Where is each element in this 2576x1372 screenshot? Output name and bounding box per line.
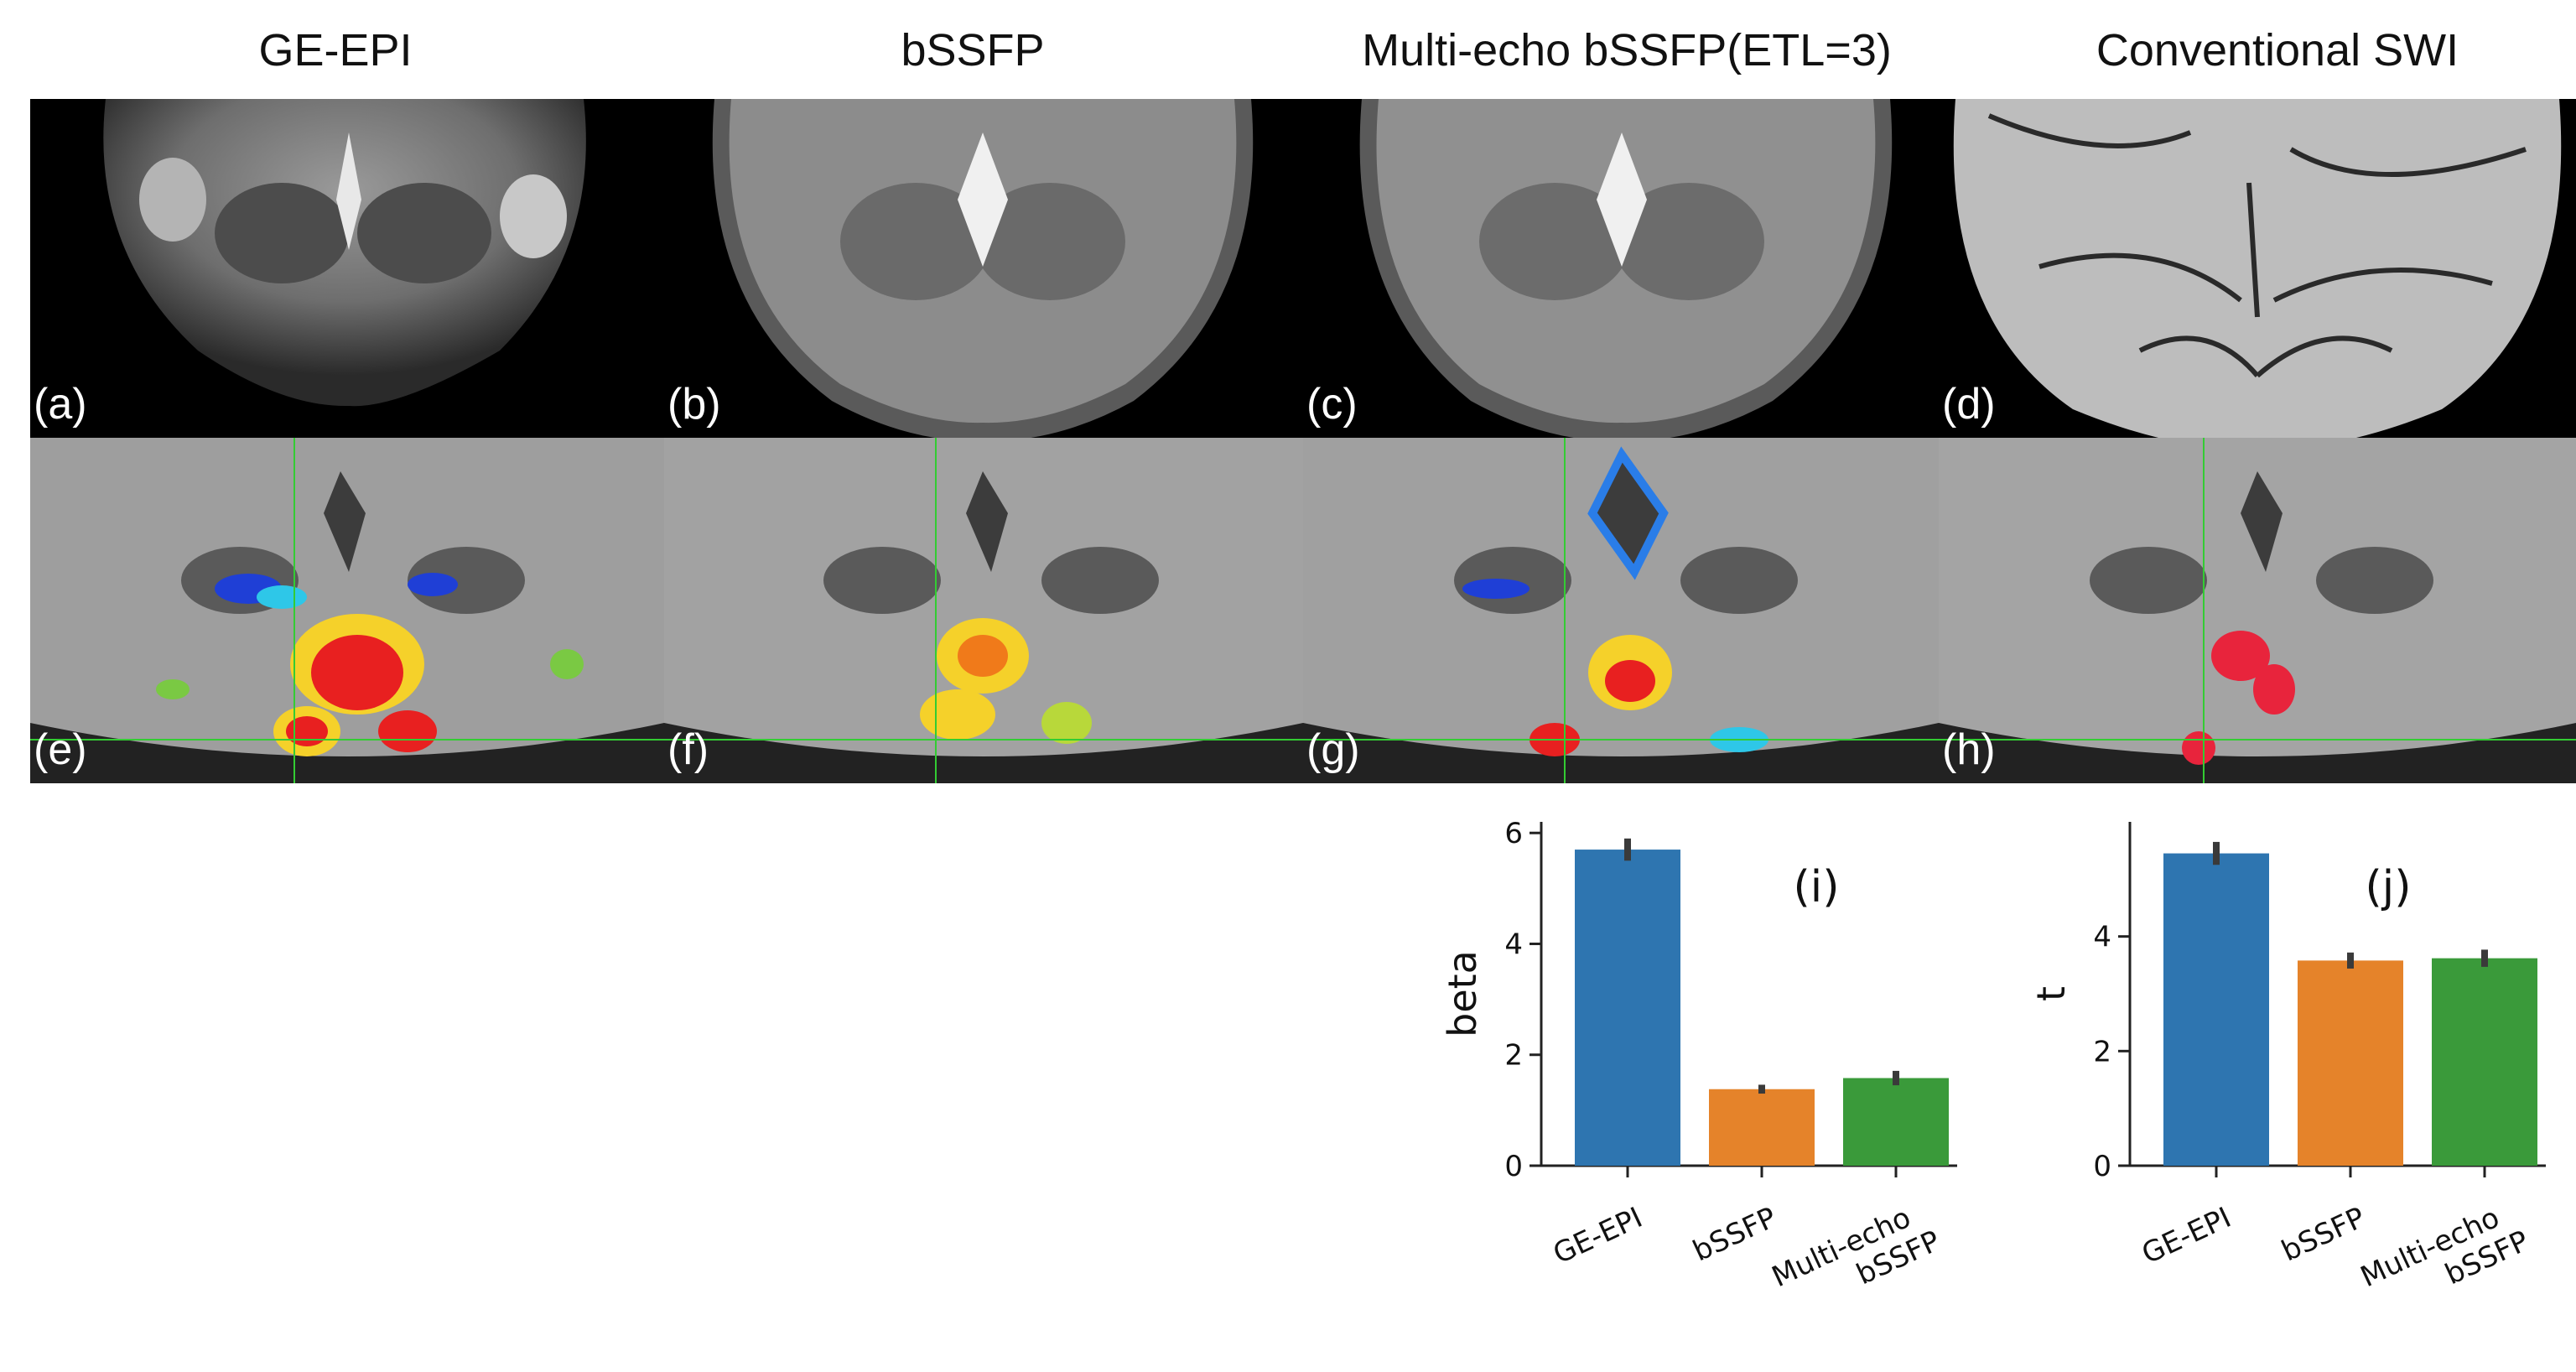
bar [2432, 958, 2537, 1166]
bar [2163, 853, 2269, 1166]
y-tick-label: 2 [1504, 1039, 1523, 1073]
chart-panel-label: (j) [2365, 862, 2411, 912]
y-tick-label: 0 [1504, 1150, 1523, 1183]
y-axis-label: beta [1440, 950, 1485, 1037]
activation-map-panel-f: (f) [664, 438, 1303, 783]
panel-label-b: (b) [667, 380, 721, 429]
x-tick-label: GE-EPI [1548, 1201, 1648, 1271]
activation-map-bssfp [664, 438, 1303, 783]
activation-map-panel-g: (g) [1303, 438, 1939, 783]
panel-label-g: (g) [1306, 725, 1360, 774]
chart-panel-label: (i) [1793, 862, 1839, 912]
bar [1575, 850, 1680, 1166]
y-tick-label: 0 [2093, 1150, 2111, 1183]
image-panel-d: (d) [1939, 99, 2576, 438]
axial-brain-image-multi-echo-bssfp [1359, 99, 1893, 438]
y-tick-label: 6 [1504, 817, 1523, 850]
y-tick-label: 2 [2093, 1035, 2111, 1068]
axial-brain-image-ge-epi [103, 99, 586, 407]
column-title-bssfp: bSSFP [901, 25, 1045, 75]
panel-label-f: (f) [667, 725, 709, 774]
activation-map-swi-overlay [1939, 438, 2576, 783]
activation-map-panel-h: (h) [1939, 438, 2576, 783]
x-tick-label: Multi-echobSSFP [2355, 1193, 2534, 1324]
x-tick-label: bSSFP [1688, 1201, 1782, 1269]
image-panel-b: (b) [664, 99, 1303, 438]
y-axis-label: t [2028, 986, 2074, 1001]
panel-label-e: (e) [34, 725, 87, 774]
x-tick-label: GE-EPI [2137, 1201, 2236, 1271]
x-tick-label: bSSFP [2277, 1201, 2371, 1269]
column-title-ge-epi: GE-EPI [258, 25, 413, 75]
bar [1709, 1089, 1815, 1166]
image-panel-a: (a) [30, 99, 664, 438]
axial-brain-image-bssfp [712, 99, 1254, 438]
activation-map-multi-echo-bssfp [1303, 438, 1939, 783]
y-tick-label: 4 [1504, 928, 1523, 961]
activation-map-panel-e: (e) [30, 438, 664, 783]
panel-label-h: (h) [1942, 725, 1996, 774]
column-title-multi-echo-bssfp: Multi-echo bSSFP(ETL=3) [1362, 25, 1892, 75]
x-tick-label: Multi-echobSSFP [1767, 1193, 1945, 1324]
y-tick-label: 4 [2093, 921, 2111, 954]
activation-map-ge-epi [30, 438, 664, 783]
bar [1843, 1078, 1949, 1166]
bar [2298, 960, 2403, 1166]
panel-label-d: (d) [1942, 380, 1996, 429]
column-title-conventional-swi: Conventional SWI [2096, 25, 2459, 75]
image-panel-c: (c) [1303, 99, 1939, 438]
axial-brain-image-swi [1953, 99, 2562, 438]
panel-label-a: (a) [34, 380, 87, 429]
panel-label-c: (c) [1306, 380, 1358, 429]
